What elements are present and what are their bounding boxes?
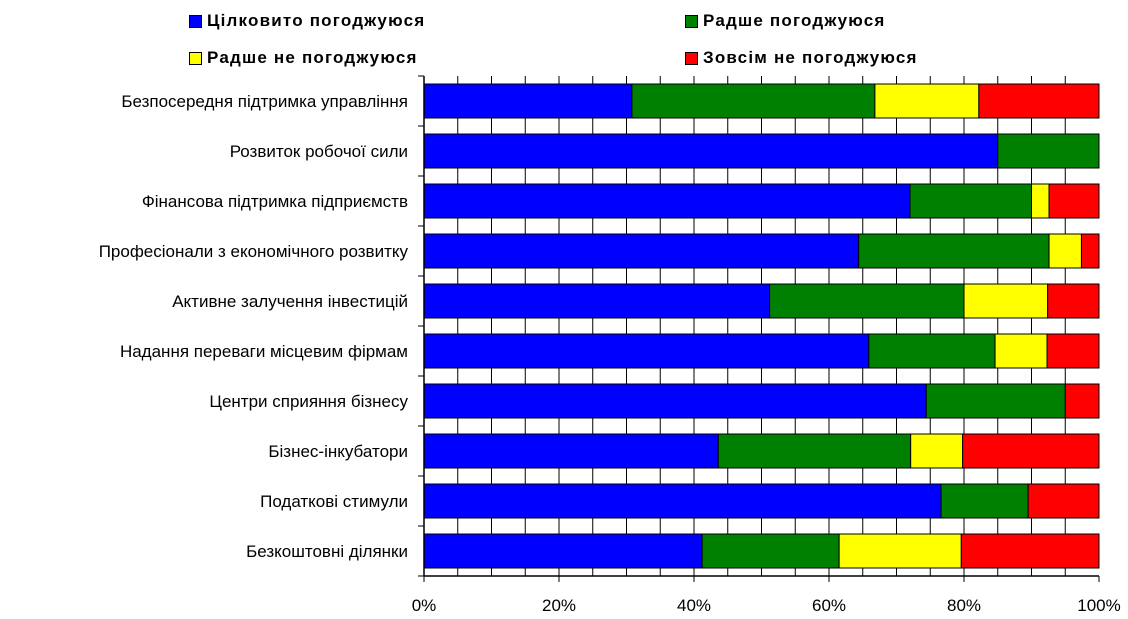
bar-segment-agree <box>717 433 912 469</box>
category-label: Безкоштовні ділянки <box>246 542 408 561</box>
bar-segment-strongly-disagree <box>1064 383 1100 419</box>
x-tick-label: 0% <box>412 596 437 615</box>
bar-segment-strongly-agree <box>423 83 633 119</box>
bar-segment-strongly-agree <box>423 233 860 269</box>
category-label: Розвиток робочої сили <box>230 142 408 161</box>
category-label: Безпосередня підтримка управління <box>121 92 408 111</box>
bar-segment-strongly-agree <box>423 133 999 169</box>
x-tick-label: 40% <box>677 596 711 615</box>
bar-segment-disagree <box>1048 233 1082 269</box>
bar-segment-disagree <box>1031 183 1050 219</box>
bar-segment-agree <box>868 333 996 369</box>
bar-segment-strongly-disagree <box>1047 283 1100 319</box>
x-tick-label: 60% <box>812 596 846 615</box>
category-label: Центри сприяння бізнесу <box>209 392 408 411</box>
bar-segment-strongly-agree <box>423 333 870 369</box>
bar-segment-strongly-agree <box>423 283 771 319</box>
legend-swatch-disagree <box>189 51 202 65</box>
legend-item-strongly-agree: Цілковито погоджуюся <box>189 11 425 31</box>
legend-swatch-strongly-disagree <box>685 51 698 65</box>
bar-segment-strongly-disagree <box>1048 183 1100 219</box>
bar-segment-agree <box>858 233 1050 269</box>
x-tick-labels: 0% 20% 40% 60% 80% 100% <box>412 596 1121 615</box>
bar-segment-strongly-disagree <box>1046 333 1100 369</box>
axes <box>418 75 1100 582</box>
legend-label-agree: Радше погоджуюся <box>703 11 886 30</box>
legend-item-agree: Радше погоджуюся <box>685 11 886 31</box>
bar-segment-agree <box>997 133 1100 169</box>
category-label: Активне залучення інвестицій <box>172 292 408 311</box>
legend-item-disagree: Радше не погоджуюся <box>189 48 418 68</box>
bars <box>423 83 1100 569</box>
bar-segment-strongly-agree <box>423 533 703 569</box>
bar-segment-strongly-disagree <box>1080 233 1100 269</box>
bar-segment-disagree <box>963 283 1049 319</box>
legend-label-strongly-agree: Цілковито погоджуюся <box>207 11 426 30</box>
legend-label-strongly-disagree: Зовсім не погоджуюся <box>703 48 918 67</box>
x-tick-label: 20% <box>542 596 576 615</box>
bar-segment-agree <box>701 533 840 569</box>
category-label: Професіонали з економічного розвитку <box>99 242 409 261</box>
bar-segment-agree <box>631 83 876 119</box>
category-labels: Безпосередня підтримка управління Розвито… <box>99 92 409 561</box>
category-label: Бізнес-інкубатори <box>268 442 408 461</box>
legend-item-strongly-disagree: Зовсім не погоджуюся <box>685 48 918 68</box>
bar-segment-agree <box>925 383 1066 419</box>
category-label: Надання переваги місцевим фірмам <box>120 342 408 361</box>
bar-segment-agree <box>940 483 1029 519</box>
bar-segment-disagree <box>874 83 980 119</box>
legend-label-disagree: Радше не погоджуюся <box>207 48 418 67</box>
bar-segment-disagree <box>910 433 964 469</box>
bar-segment-agree <box>769 283 965 319</box>
legend-swatch-agree <box>685 14 698 28</box>
bar-segment-strongly-disagree <box>962 433 1100 469</box>
bar-segment-strongly-disagree <box>960 533 1100 569</box>
bar-segment-strongly-agree <box>423 483 942 519</box>
bar-segment-strongly-agree <box>423 183 911 219</box>
bar-segment-disagree <box>994 333 1048 369</box>
bar-segment-strongly-agree <box>423 433 719 469</box>
bar-segment-strongly-disagree <box>978 83 1100 119</box>
x-tick-label: 80% <box>947 596 981 615</box>
bar-segment-strongly-disagree <box>1027 483 1100 519</box>
x-tick-label: 100% <box>1077 596 1120 615</box>
bar-segment-strongly-agree <box>423 383 927 419</box>
category-label: Податкові стимули <box>260 492 408 511</box>
bar-segment-agree <box>909 183 1032 219</box>
legend-swatch-strongly-agree <box>189 14 202 28</box>
category-label: Фінансова підтримка підприємств <box>142 192 408 211</box>
bar-segment-disagree <box>838 533 962 569</box>
